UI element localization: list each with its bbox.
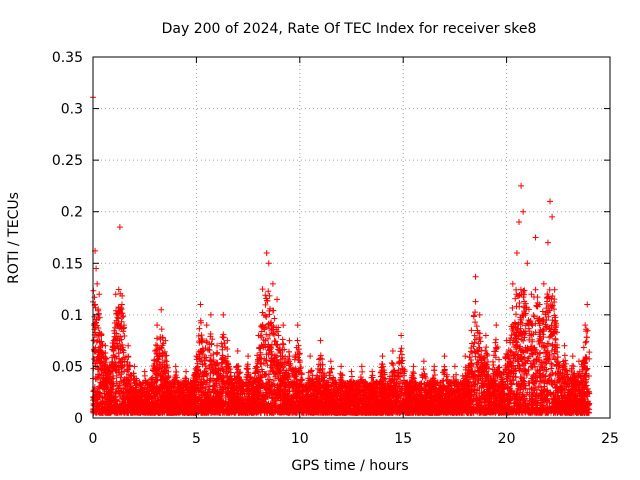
roti-noise-point xyxy=(440,377,447,384)
roti-noise-point xyxy=(286,353,293,360)
roti-noise-point xyxy=(359,368,366,375)
roti-noise-point xyxy=(551,306,558,313)
roti-noise-point xyxy=(494,344,501,351)
roti-noise-point xyxy=(268,355,275,362)
roti-noise-point xyxy=(262,301,269,308)
roti-noise-point xyxy=(551,312,558,319)
roti-noise-point xyxy=(483,344,490,351)
roti-noise-point xyxy=(472,319,479,326)
chart-title: Day 200 of 2024, Rate Of TEC Index for r… xyxy=(162,21,537,37)
roti-noise-point xyxy=(539,308,546,315)
roti-noise-point xyxy=(474,348,481,355)
roti-noise-point xyxy=(513,311,520,318)
roti-noise-point xyxy=(397,348,404,355)
roti-noise-point xyxy=(471,332,478,339)
roti-noise-point xyxy=(584,327,591,334)
roti-noise-point xyxy=(472,336,479,343)
roti-noise-point xyxy=(473,323,480,330)
data-points xyxy=(90,94,593,416)
roti-noise-point xyxy=(153,335,160,342)
